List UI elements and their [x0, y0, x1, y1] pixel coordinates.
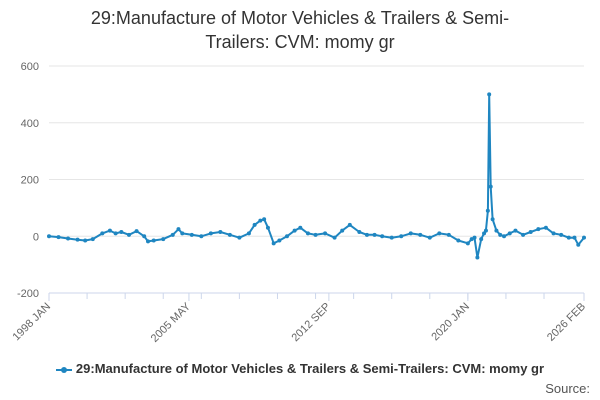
data-point[interactable] — [126, 232, 131, 237]
data-point[interactable] — [189, 232, 194, 237]
data-point[interactable] — [332, 235, 337, 240]
data-point[interactable] — [456, 238, 461, 243]
data-point[interactable] — [399, 234, 404, 239]
legend[interactable]: 29:Manufacture of Motor Vehicles & Trail… — [0, 361, 600, 376]
data-point[interactable] — [271, 241, 276, 246]
y-tick-label: 600 — [21, 61, 39, 73]
data-point[interactable] — [372, 232, 377, 237]
data-point[interactable] — [119, 229, 124, 234]
data-point[interactable] — [134, 229, 139, 234]
data-point[interactable] — [313, 232, 318, 237]
data-point[interactable] — [199, 234, 204, 239]
data-point[interactable] — [437, 231, 442, 236]
data-point[interactable] — [258, 218, 263, 223]
data-point[interactable] — [208, 231, 213, 236]
data-point[interactable] — [292, 228, 297, 233]
data-point[interactable] — [513, 228, 518, 233]
data-point[interactable] — [357, 229, 362, 234]
source-label: Source: — [545, 381, 590, 396]
data-point[interactable] — [237, 235, 242, 240]
data-point[interactable] — [277, 238, 282, 243]
grid-layer — [49, 65, 584, 294]
data-point[interactable] — [380, 234, 385, 239]
data-point[interactable] — [218, 229, 223, 234]
data-point[interactable] — [482, 231, 487, 236]
data-point[interactable] — [90, 237, 95, 242]
data-point[interactable] — [472, 235, 477, 240]
data-point[interactable] — [284, 234, 289, 239]
data-point[interactable] — [161, 237, 166, 242]
data-point[interactable] — [465, 241, 470, 246]
data-point[interactable] — [347, 222, 352, 227]
data-point[interactable] — [142, 234, 147, 239]
data-point[interactable] — [107, 228, 112, 233]
x-axis: -200 0 200 400 600 1998 JAN 2005 MAY 2012 SEP 20… — [10, 61, 588, 345]
data-point[interactable] — [146, 239, 151, 244]
legend-label: 29:Manufacture of Motor Vehicles & Trail… — [75, 361, 545, 376]
data-point[interactable] — [479, 237, 484, 242]
x-tick-label: 2012 SEP — [289, 301, 333, 345]
data-point[interactable] — [487, 92, 492, 97]
data-point[interactable] — [364, 232, 369, 237]
y-tick-label: -200 — [17, 288, 39, 300]
data-point[interactable] — [340, 228, 345, 233]
data-point[interactable] — [56, 235, 61, 240]
x-tick-label: 2005 MAY — [149, 300, 194, 345]
data-point[interactable] — [543, 225, 548, 230]
data-point[interactable] — [475, 255, 480, 260]
data-point[interactable] — [418, 232, 423, 237]
data-point[interactable] — [494, 228, 499, 233]
data-point[interactable] — [490, 217, 495, 222]
data-point[interactable] — [502, 234, 507, 239]
data-point[interactable] — [298, 225, 303, 230]
data-point[interactable] — [572, 235, 577, 240]
data-point[interactable] — [389, 235, 394, 240]
data-point[interactable] — [252, 222, 257, 227]
x-tick-label: 1998 JAN — [10, 301, 53, 344]
data-point[interactable] — [66, 236, 71, 241]
data-point[interactable] — [100, 231, 105, 236]
data-point[interactable] — [151, 238, 156, 243]
series-layer — [47, 92, 586, 260]
data-point[interactable] — [566, 235, 571, 240]
data-point[interactable] — [582, 235, 586, 240]
data-point[interactable] — [483, 228, 488, 233]
x-tick-label: 2026 FEB — [545, 301, 588, 344]
data-point[interactable] — [305, 231, 310, 236]
data-point[interactable] — [265, 225, 270, 230]
data-point[interactable] — [498, 232, 503, 237]
data-point[interactable] — [559, 232, 564, 237]
data-point[interactable] — [75, 237, 80, 242]
x-tick-label: 2020 JAN — [429, 301, 472, 344]
data-point[interactable] — [323, 231, 328, 236]
data-point[interactable] — [521, 232, 526, 237]
data-point[interactable] — [485, 208, 490, 213]
data-point[interactable] — [180, 231, 185, 236]
chart-title-line-1: 29:Manufacture of Motor Vehicles & Trail… — [90, 8, 510, 28]
chart-title: 29:Manufacture of Motor Vehicles & Trail… — [0, 6, 600, 54]
chart-title-line-2: Trailers: CVM: momy gr — [205, 32, 395, 52]
data-point[interactable] — [170, 232, 175, 237]
y-tick-label: 0 — [33, 231, 39, 243]
y-tick-label: 200 — [21, 175, 39, 187]
data-point[interactable] — [446, 232, 451, 237]
data-point[interactable] — [408, 231, 413, 236]
data-point[interactable] — [227, 232, 232, 237]
data-point[interactable] — [576, 242, 581, 247]
data-point[interactable] — [551, 231, 556, 236]
data-point[interactable] — [176, 227, 181, 232]
data-point[interactable] — [507, 231, 512, 236]
y-tick-label: 400 — [21, 118, 39, 130]
data-point[interactable] — [536, 227, 541, 232]
data-point[interactable] — [427, 235, 432, 240]
data-point[interactable] — [488, 184, 493, 189]
data-point[interactable] — [83, 238, 88, 243]
data-point[interactable] — [47, 234, 51, 239]
data-point[interactable] — [262, 217, 267, 222]
data-point[interactable] — [246, 231, 251, 236]
data-point[interactable] — [113, 231, 118, 236]
data-point[interactable] — [528, 229, 533, 234]
legend-line-marker-icon — [55, 366, 72, 374]
